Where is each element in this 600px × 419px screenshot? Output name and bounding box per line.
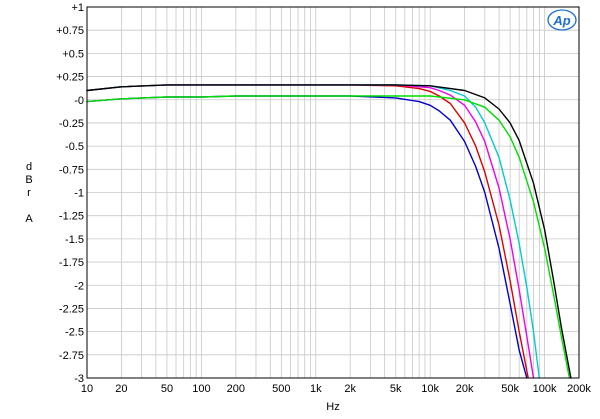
y-axis-title-letter: A — [25, 213, 33, 225]
x-tick-label: 200k — [567, 383, 591, 395]
x-tick-label: 500 — [272, 383, 290, 395]
y-tick-label: -0.75 — [59, 164, 84, 176]
y-tick-label: -2.25 — [59, 303, 84, 315]
y-tick-label: -0.25 — [59, 118, 84, 130]
y-tick-labels: +1 +0.75 +0.5 +0.25 -0 -0.25 -0.5 -0.75 -1 -1.25 -… — [56, 2, 84, 385]
x-tick-label: 20 — [115, 383, 127, 395]
x-tick-label: 100 — [192, 383, 210, 395]
y-tick-label: -1 — [74, 188, 84, 200]
grid — [86, 6, 580, 379]
x-tick-label: 50k — [501, 383, 519, 395]
y-tick-label: -1.5 — [65, 234, 84, 246]
y-axis-title-letter: d — [26, 161, 32, 173]
ap-logo-ring — [547, 9, 577, 31]
series-line-6 — [86, 84, 572, 379]
x-tick-label: 1k — [310, 383, 322, 395]
y-tick-label: -2.5 — [65, 327, 84, 339]
y-tick-label: -3 — [74, 373, 84, 385]
series-group — [86, 84, 572, 379]
y-tick-label: -0.5 — [65, 141, 84, 153]
y-tick-label: -2.75 — [59, 350, 84, 362]
y-tick-label: +0.5 — [62, 48, 84, 60]
x-tick-labels: 10 20 50 100 200 500 1k 2k 5k 10k 20k 50k 100k 200k — [81, 383, 592, 395]
x-tick-label: 10k — [421, 383, 439, 395]
y-tick-label: -1.75 — [59, 257, 84, 269]
x-axis-title: Hz — [326, 401, 339, 413]
y-tick-label: +0.25 — [56, 72, 84, 84]
y-tick-label: -0 — [74, 95, 84, 107]
y-tick-label: +1 — [71, 2, 84, 14]
y-tick-label: +0.75 — [56, 25, 84, 37]
x-tick-label: 5k — [390, 383, 402, 395]
ap-logo-text: Ap — [552, 13, 570, 28]
x-tick-label: 10 — [81, 383, 93, 395]
y-axis-title: d B r A — [25, 161, 33, 225]
y-axis-title-letter: B — [25, 174, 32, 186]
x-tick-label: 2k — [344, 383, 356, 395]
plot-frame — [86, 6, 580, 379]
series-line-5 — [86, 95, 571, 379]
y-tick-label: -2 — [74, 280, 84, 292]
x-tick-label: 200 — [227, 383, 245, 395]
ap-logo: Ap — [547, 9, 577, 31]
x-tick-label: 20k — [456, 383, 474, 395]
x-tick-label: 50 — [161, 383, 173, 395]
y-tick-label: -1.25 — [59, 211, 84, 223]
x-tick-label: 100k — [533, 383, 557, 395]
y-axis-title-letter: r — [27, 187, 31, 199]
